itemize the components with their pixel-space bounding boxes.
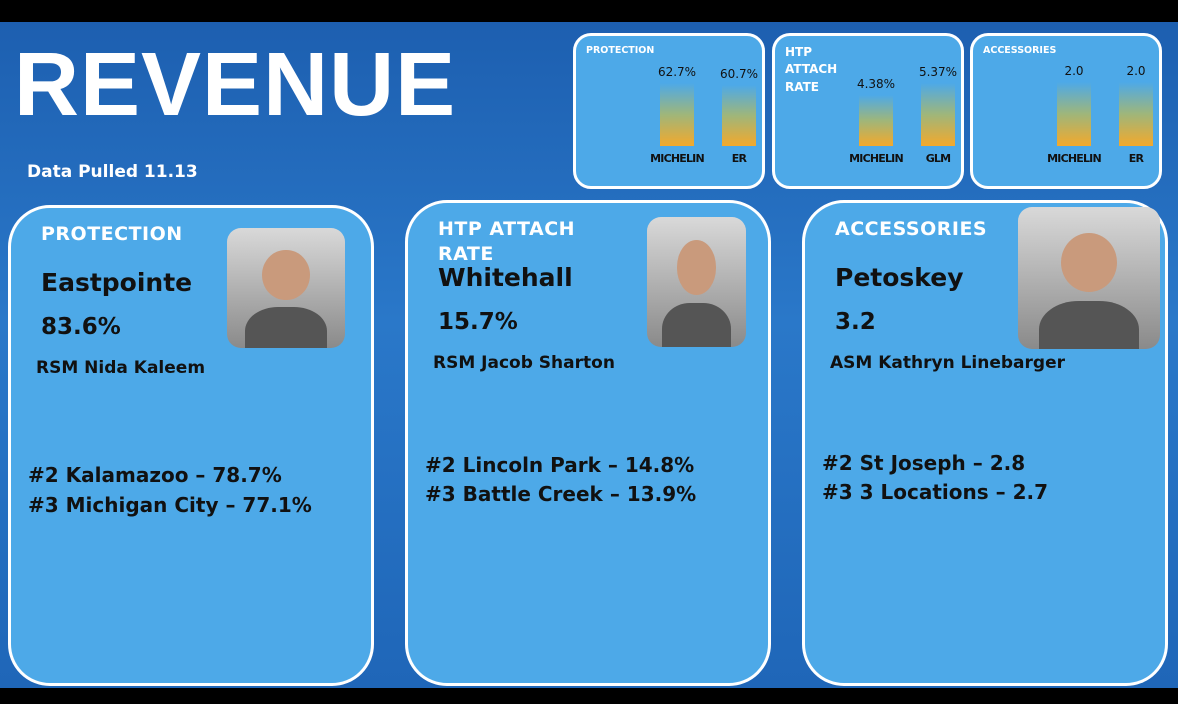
- runner-up: #2 St Joseph – 2.8: [822, 451, 1026, 475]
- mini-chart-title: ACCESSORIES: [983, 45, 1057, 56]
- category-label: MICHELIN: [1047, 152, 1102, 165]
- bar: [859, 94, 893, 146]
- value-label: 60.7%: [719, 67, 759, 82]
- mini-chart-title: PROTECTION: [586, 45, 655, 56]
- runner-up: #3 3 Locations – 2.7: [822, 480, 1049, 504]
- card-location: Eastpointe: [41, 268, 193, 297]
- bar: [660, 83, 694, 146]
- value-label: 2.0: [1064, 64, 1084, 79]
- value-label: 5.37%: [918, 65, 958, 80]
- runner-up: #3 Michigan City – 77.1%: [28, 493, 312, 517]
- photo: [647, 217, 746, 347]
- bar: [1057, 82, 1091, 146]
- photo-body: [661, 302, 732, 347]
- mini-chart: HTP ATTACH RATE 4.38% MICHELIN 5.37% GLM: [772, 33, 964, 189]
- award-card: HTP ATTACH RATE Whitehall 15.7% RSM Jacob S…: [405, 200, 771, 686]
- photo: [227, 228, 345, 348]
- photo-head: [262, 249, 310, 300]
- mini-chart: ACCESSORIES 2.0 MICHELIN 2.0 ER: [970, 33, 1162, 189]
- value-label: 62.7%: [657, 65, 697, 80]
- value-label: 2.0: [1126, 64, 1146, 79]
- category-label: MICHELIN: [650, 152, 705, 165]
- card-manager: RSM Jacob Sharton: [433, 353, 615, 373]
- award-card: PROTECTION Eastpointe 83.6% RSM Nida Kaleem…: [8, 205, 374, 686]
- card-location: Whitehall: [438, 263, 573, 292]
- photo-body: [1039, 300, 1139, 349]
- card-manager: RSM Nida Kaleem: [36, 358, 206, 378]
- card-category: PROTECTION: [41, 223, 183, 245]
- photo-head: [1060, 232, 1118, 293]
- photo: [1018, 207, 1160, 349]
- card-location: Petoskey: [835, 263, 964, 292]
- runner-up: #2 Lincoln Park – 14.8%: [425, 453, 695, 477]
- page-subtitle: Data Pulled 11.13: [27, 162, 198, 182]
- award-card: ACCESSORIES Petoskey 3.2 ASM Kathryn Lineba…: [802, 200, 1168, 686]
- page-title: REVENUE: [14, 35, 457, 135]
- card-value: 3.2: [835, 309, 876, 335]
- category-label: GLM: [925, 152, 951, 165]
- card-category: HTP ATTACH RATE: [438, 218, 576, 265]
- runner-up: #3 Battle Creek – 13.9%: [425, 482, 697, 506]
- card-manager: ASM Kathryn Linebarger: [830, 353, 1065, 373]
- bar: [722, 85, 756, 146]
- mini-chart: PROTECTION 62.7% MICHELIN 60.7% ER: [573, 33, 765, 189]
- category-label: MICHELIN: [849, 152, 904, 165]
- slide: REVENUE Data Pulled 11.13 PROTECTION 62.7…: [0, 22, 1178, 688]
- mini-chart-title: HTP ATTACH RATE: [785, 45, 838, 94]
- category-label: ER: [731, 152, 747, 165]
- photo-body: [244, 307, 328, 348]
- card-value: 15.7%: [438, 309, 518, 335]
- category-label: ER: [1128, 152, 1144, 165]
- value-label: 4.38%: [856, 76, 896, 91]
- card-value: 83.6%: [41, 314, 121, 340]
- bar: [921, 83, 955, 146]
- runner-up: #2 Kalamazoo – 78.7%: [28, 463, 282, 487]
- photo-head: [676, 240, 717, 295]
- bar: [1119, 82, 1153, 146]
- card-category: ACCESSORIES: [835, 218, 988, 240]
